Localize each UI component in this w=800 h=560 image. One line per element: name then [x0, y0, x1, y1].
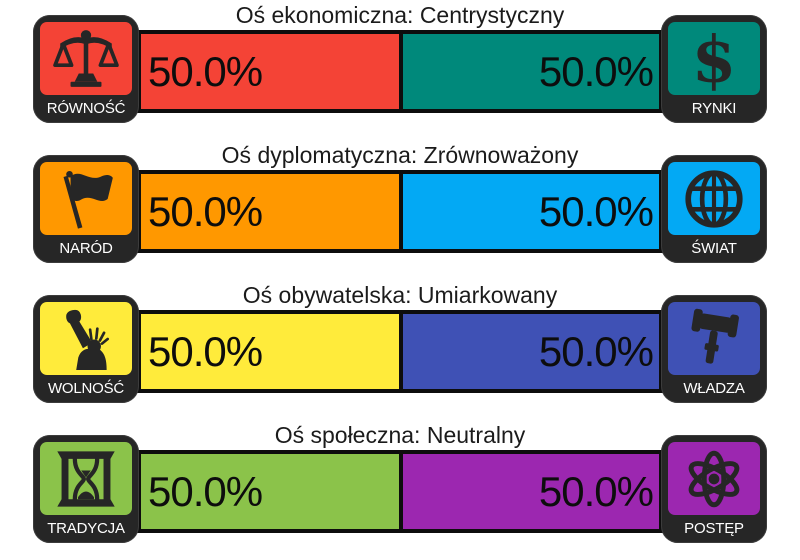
tile-label: RÓWNOŚĆ — [46, 100, 126, 117]
flag-icon — [40, 162, 132, 235]
axis-row-economic: Oś ekonomiczna: Centrystyczny 50.0% 50.0… — [0, 0, 800, 140]
tile-world: ŚWIAT — [661, 155, 767, 263]
balance-scale-icon — [40, 22, 132, 95]
tile-label: POSTĘP — [684, 520, 744, 537]
right-percent: 50.0% — [538, 467, 654, 515]
axis-bar: 50.0% 50.0% — [137, 310, 663, 393]
tile-progress: POSTĘP — [661, 435, 767, 543]
bar-left-segment: 50.0% — [141, 174, 399, 249]
gavel-icon — [668, 302, 760, 375]
right-percent: 50.0% — [538, 327, 654, 375]
bar-left-segment: 50.0% — [141, 454, 399, 529]
bar-right-segment: 50.0% — [402, 454, 659, 529]
bar-divider — [398, 174, 403, 249]
axis-title: Oś obywatelska: Umiarkowany — [242, 282, 558, 308]
left-percent: 50.0% — [148, 327, 263, 375]
bar-divider — [398, 34, 403, 109]
tile-label: WŁADZA — [683, 380, 745, 397]
right-percent: 50.0% — [538, 187, 654, 235]
tile-markets: $ RYNKI — [661, 15, 767, 123]
bar-right-segment: 50.0% — [402, 34, 659, 109]
svg-text:$: $ — [692, 26, 736, 92]
right-percent: 50.0% — [538, 47, 654, 95]
statue-of-liberty-icon — [40, 302, 132, 375]
bar-right-segment: 50.0% — [402, 174, 659, 249]
tile-label: ŚWIAT — [691, 240, 737, 257]
left-percent: 50.0% — [148, 467, 263, 515]
axis-bar: 50.0% 50.0% — [137, 450, 663, 533]
axis-bar: 50.0% 50.0% — [137, 30, 663, 113]
bar-divider — [398, 314, 403, 389]
tile-label: RYNKI — [691, 100, 737, 117]
bar-divider — [398, 454, 403, 529]
tile-label: WOLNOŚĆ — [47, 380, 125, 397]
tile-authority: WŁADZA — [661, 295, 767, 403]
axis-title: Oś społeczna: Neutralny — [274, 422, 526, 448]
axis-title: Oś dyplomatyczna: Zrównoważony — [221, 142, 579, 168]
tile-label: TRADYCJA — [47, 520, 125, 537]
tile-nation: NARÓD — [33, 155, 139, 263]
hourglass-icon — [40, 442, 132, 515]
axis-row-societal: Oś społeczna: Neutralny 50.0% 50.0% TRAD… — [0, 420, 800, 560]
globe-icon — [668, 162, 760, 235]
tile-label: NARÓD — [59, 240, 113, 257]
bar-right-segment: 50.0% — [402, 314, 659, 389]
left-percent: 50.0% — [148, 47, 263, 95]
axis-row-diplomatic: Oś dyplomatyczna: Zrównoważony 50.0% 50.… — [0, 140, 800, 280]
left-percent: 50.0% — [148, 187, 263, 235]
axis-row-civil: Oś obywatelska: Umiarkowany 50.0% 50.0% — [0, 280, 800, 420]
axis-title: Oś ekonomiczna: Centrystyczny — [235, 2, 565, 28]
tile-equality: RÓWNOŚĆ — [33, 15, 139, 123]
atom-icon — [668, 442, 760, 515]
tile-tradition: TRADYCJA — [33, 435, 139, 543]
bar-left-segment: 50.0% — [141, 314, 399, 389]
dollar-icon: $ — [668, 22, 760, 95]
bar-left-segment: 50.0% — [141, 34, 399, 109]
tile-liberty: WOLNOŚĆ — [33, 295, 139, 403]
axis-bar: 50.0% 50.0% — [137, 170, 663, 253]
